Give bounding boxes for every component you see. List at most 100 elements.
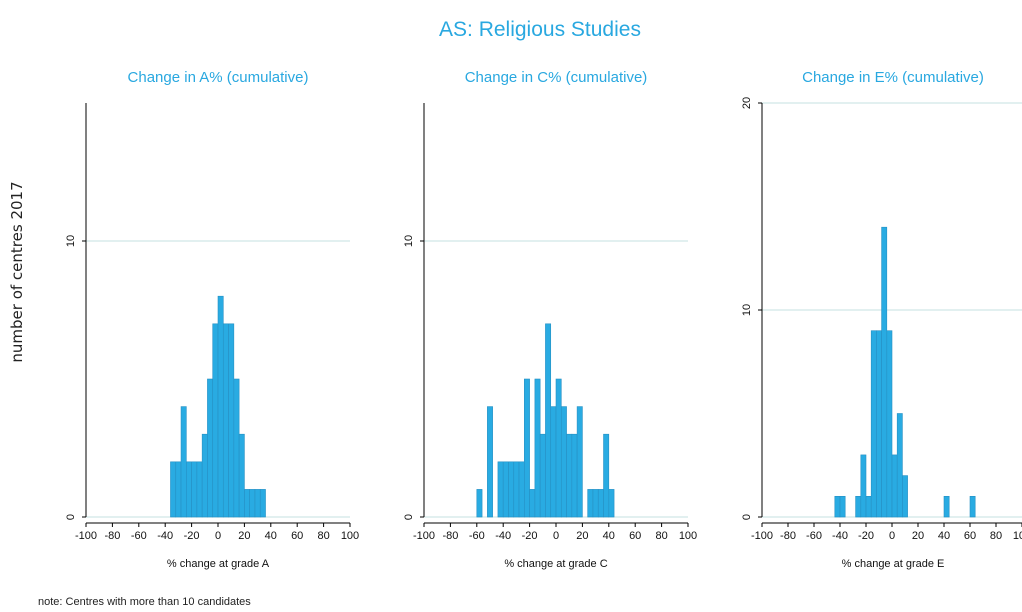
panel-a-x-tick-label: -60	[131, 530, 147, 542]
panel-c-y-tick-label: 10	[403, 235, 415, 247]
panel-a-bar	[212, 323, 219, 518]
panel-c-plot: 0 10 -100 -80 -60 -40 -20 0 20 40 60 80 100	[403, 103, 697, 542]
panel-e-x-tick-label: 80	[990, 530, 1002, 542]
panel-a-x-tick-label: 40	[265, 530, 277, 542]
panel-a-bar	[175, 461, 182, 518]
footnote: note: Centres with more than 10 candidat…	[38, 596, 251, 608]
panel-e: Change in E% (cumulative) % change at gr…	[741, 69, 1022, 570]
panel-c-bar	[560, 406, 567, 518]
panel-e-x-label: % change at grade E	[842, 558, 945, 570]
panel-e-bar	[891, 454, 898, 518]
panel-c-bar	[592, 489, 599, 518]
panel-c-bar	[513, 461, 520, 518]
panel-c-bar	[487, 406, 493, 518]
panel-a-bar	[201, 433, 208, 518]
panel-e-bar	[855, 495, 862, 518]
panel-a-bar	[254, 489, 261, 518]
panel-a-x-tick-label: -20	[184, 530, 200, 542]
panel-c-bar	[566, 433, 573, 518]
panel-e-bar	[881, 226, 888, 518]
panel-c-x-tick-label: 60	[629, 530, 641, 542]
panel-c-bar	[550, 406, 557, 518]
panel-a-x-tick-label: 60	[291, 530, 303, 542]
panel-c-bar	[476, 489, 483, 518]
panel-e-plot: 0 10 20 -100 -80 -60 -40 -20 0 20 40 60 80 100	[741, 97, 1022, 542]
panel-c: Change in C% (cumulative) % change at gr…	[403, 69, 697, 570]
panel-e-x-tick-label: 100	[1013, 530, 1022, 542]
panel-c-bar	[497, 461, 504, 518]
panel-c-x-tick-label: 100	[679, 530, 697, 542]
panel-e-bar	[943, 495, 950, 518]
panel-e-x-tick-label: -80	[780, 530, 796, 542]
panel-a-bar	[233, 378, 240, 518]
panel-a-bar	[186, 461, 192, 518]
panel-c-bar	[529, 489, 536, 518]
panel-a-x-tick-label: -100	[75, 530, 97, 542]
panel-a-x-tick-label: 0	[215, 530, 221, 542]
panel-a-bar	[196, 461, 203, 518]
panel-c-bar	[603, 433, 610, 518]
panel-a-plot: 0 10 -100 -80 -60 -40 -20 0 20 40 60 80 100	[65, 103, 359, 542]
panel-e-x-tick-label: 0	[889, 530, 895, 542]
panel-c-x-tick-label: -100	[413, 530, 435, 542]
panel-e-x-tick-label: -60	[806, 530, 822, 542]
panel-a: Change in A% (cumulative) % change at gr…	[65, 69, 359, 570]
panel-a-bar	[180, 406, 187, 518]
panel-c-bar	[587, 489, 594, 518]
panel-e-bar	[870, 330, 877, 518]
panel-c-bar	[608, 489, 615, 518]
panel-a-bar	[244, 489, 250, 518]
panel-a-x-tick-label: -40	[157, 530, 173, 542]
panel-a-x-tick-label: -80	[104, 530, 120, 542]
y-axis-label: number of centres 2017	[8, 181, 26, 362]
panel-e-x-tick-label: -20	[858, 530, 874, 542]
panel-a-x-tick-label: 100	[341, 530, 359, 542]
panel-a-x-label: % change at grade A	[167, 558, 270, 570]
panel-a-bar	[249, 489, 256, 518]
panel-e-x-tick-label: 60	[964, 530, 976, 542]
panel-a-bar	[207, 378, 214, 518]
panel-a-y-tick-label: 0	[65, 514, 77, 520]
panel-e-x-tick-label: 40	[938, 530, 950, 542]
panel-c-bar	[576, 406, 583, 518]
panel-c-bar	[571, 433, 578, 518]
panel-e-y-tick-label: 20	[741, 97, 753, 109]
panel-c-title: Change in C% (cumulative)	[465, 69, 648, 86]
panel-a-bar	[191, 461, 198, 518]
panel-e-y-tick-label: 0	[741, 514, 753, 520]
panel-e-x-tick-label: -100	[751, 530, 773, 542]
panel-e-bar	[902, 475, 908, 518]
panel-a-x-tick-label: 80	[317, 530, 329, 542]
panel-e-bar	[865, 495, 872, 518]
panel-a-bar	[238, 433, 245, 518]
panel-e-x-tick-label: -40	[832, 530, 848, 542]
panel-c-bar	[539, 433, 546, 518]
panel-c-x-tick-label: 0	[553, 530, 559, 542]
panel-e-bar	[969, 495, 976, 518]
panel-c-bar	[534, 378, 541, 518]
panel-c-x-label: % change at grade C	[504, 558, 607, 570]
panel-e-bar	[886, 330, 893, 518]
panel-c-bar	[597, 489, 604, 518]
panel-c-x-tick-label: 40	[603, 530, 615, 542]
panel-a-x-tick-label: 20	[238, 530, 250, 542]
panel-c-bar	[524, 378, 530, 518]
panel-c-y-tick-label: 0	[403, 514, 415, 520]
panel-e-title: Change in E% (cumulative)	[802, 69, 984, 86]
panel-e-bar	[834, 495, 841, 518]
panel-a-bar	[228, 323, 235, 518]
panel-c-bar	[545, 323, 552, 518]
panel-c-bar	[518, 461, 525, 518]
panel-c-bar	[508, 461, 515, 518]
panel-c-bar	[502, 461, 509, 518]
panel-e-y-tick-label: 10	[741, 304, 753, 316]
panel-a-bar	[259, 489, 266, 518]
panel-c-x-tick-label: -60	[469, 530, 485, 542]
panel-e-bar	[876, 330, 882, 518]
panel-e-bar	[839, 495, 846, 518]
panel-c-x-tick-label: -40	[495, 530, 511, 542]
panel-c-x-tick-label: 80	[655, 530, 667, 542]
panel-a-bar	[217, 295, 224, 518]
panel-a-bar	[170, 461, 177, 518]
